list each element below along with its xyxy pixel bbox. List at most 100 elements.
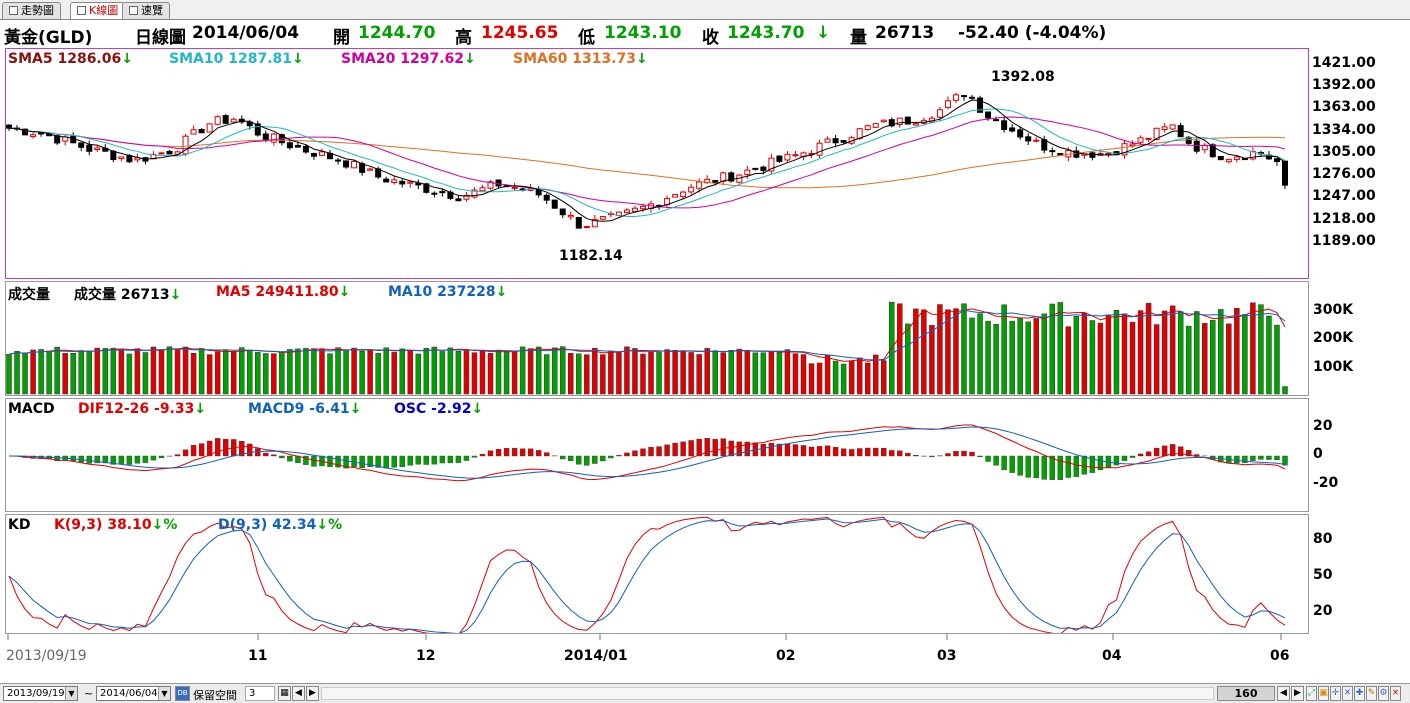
volume-bar <box>1177 311 1184 395</box>
x-label-jun: 06 <box>1270 648 1290 664</box>
volume-bar <box>1161 310 1168 395</box>
tab-intraday[interactable]: 走勢圖 <box>2 2 61 19</box>
count-increase-button[interactable]: ▶ <box>1291 686 1304 701</box>
volume-bar <box>800 354 807 395</box>
database-icon: DB <box>177 689 188 697</box>
pencil-icon: ✎ <box>1367 688 1376 698</box>
start-date-select[interactable]: 2013/09/19 ▼ <box>3 686 78 701</box>
volume-bar <box>343 350 349 395</box>
x-axis-ticks <box>7 634 1282 640</box>
candle-body <box>38 132 45 135</box>
volume-bar <box>1081 312 1088 395</box>
date-range-tilde: ~ <box>84 687 94 700</box>
period-low-label: 1182.14 <box>559 248 623 264</box>
grid-toggle-button[interactable]: ▦ <box>278 686 291 701</box>
settings-button[interactable]: ⚙ <box>1378 686 1389 701</box>
volume-bar <box>1145 302 1152 395</box>
d-label: D(9,3) <box>218 517 268 533</box>
volume-bar <box>303 348 309 395</box>
volume-bar <box>190 352 197 395</box>
d-line <box>8 518 1286 633</box>
volume-bar <box>945 309 951 395</box>
close-value: 1243.70 <box>727 23 805 43</box>
volume-bar <box>696 354 702 395</box>
osc-bar <box>800 445 807 457</box>
kd-tick: 20 <box>1313 603 1333 619</box>
tab-kline[interactable]: K線圖 <box>70 2 126 19</box>
expand-icon: ✚ <box>1355 688 1364 698</box>
arrow-left-icon: ◀ <box>295 688 302 698</box>
candle-body <box>302 145 309 153</box>
crosshair-button[interactable]: ✛ <box>1330 686 1341 701</box>
sma10-line <box>8 108 1286 217</box>
keep-space-input[interactable]: 3 <box>245 686 275 701</box>
volume-bar <box>271 353 277 395</box>
sma5-label: SMA5 <box>8 51 53 67</box>
osc-bar <box>1041 455 1047 480</box>
price-panel[interactable]: SMA5 1286.06↓ SMA10 1287.81↓ SMA20 1297.… <box>5 48 1309 279</box>
volume-bar <box>62 353 68 395</box>
candle-body <box>1073 150 1080 158</box>
draw-tool-button[interactable]: ✎ <box>1366 686 1377 701</box>
volume-bar <box>824 354 831 395</box>
osc-value: -2.92 <box>431 401 472 417</box>
candle-body <box>688 186 695 193</box>
osc-bar <box>1049 455 1055 480</box>
volume-bar <box>1153 324 1160 395</box>
volume-bar <box>1065 326 1072 395</box>
osc-bar <box>110 455 117 465</box>
osc-bar <box>672 442 678 457</box>
kd-panel[interactable]: KD K(9,3) 38.10↓% D(9,3) 42.34↓% <box>5 514 1309 634</box>
osc-bar <box>222 438 229 457</box>
candle-body <box>559 208 566 216</box>
volume-panel[interactable]: 成交量 成交量 26713↓ MA5 249411.80↓ MA10 23722… <box>5 281 1309 396</box>
calendar-button[interactable]: ▣ <box>1318 686 1329 701</box>
volume-bar <box>150 346 157 395</box>
volume-bar <box>198 348 205 395</box>
candle-body <box>1001 120 1008 130</box>
candle-body <box>768 157 775 172</box>
high-label: 高 <box>455 28 472 48</box>
volume-bar <box>864 362 871 395</box>
macd-panel[interactable]: MACD DIF12-26 -9.33↓ MACD9 -6.41↓ OSC -2… <box>5 398 1309 512</box>
candle-body <box>680 191 687 198</box>
dif-arrow-icon: ↓ <box>194 401 207 417</box>
end-date-select[interactable]: 2014/06/04 ▼ <box>96 686 171 701</box>
candle-body <box>776 155 783 162</box>
osc-bar <box>592 455 598 464</box>
volume-tick: 200K <box>1313 330 1354 346</box>
candle-body <box>856 128 863 139</box>
volume-bar <box>311 348 317 395</box>
scroll-right-button[interactable]: ▶ <box>306 686 319 701</box>
zoom-out-button[interactable]: ✕ <box>1342 686 1353 701</box>
volume-bar <box>1113 310 1120 395</box>
volume-bar <box>495 350 502 395</box>
candle-body <box>166 150 173 155</box>
volume-bar <box>584 354 590 395</box>
candle-body <box>872 123 879 128</box>
scroll-left-button[interactable]: ◀ <box>292 686 305 701</box>
candle-body <box>495 179 502 187</box>
close-panel-button[interactable]: × <box>1390 686 1401 701</box>
sma5-value: 1286.06 <box>57 51 122 67</box>
volume-bar <box>1017 317 1023 395</box>
volume-bar <box>14 351 20 395</box>
volume-bar <box>174 348 181 395</box>
candle-body <box>985 111 992 119</box>
data-query-button[interactable]: DB <box>175 686 190 701</box>
triangle-right-icon: ▶ <box>1294 688 1301 698</box>
zoom-fit-button[interactable]: ⤢ <box>1306 686 1317 701</box>
zoom-in-button[interactable]: ✚ <box>1354 686 1365 701</box>
osc-bar <box>383 455 389 469</box>
volume-bar <box>856 357 863 395</box>
tab-overview[interactable]: 速覽 <box>122 2 170 19</box>
horizontal-scrollbar[interactable] <box>321 687 1214 700</box>
k-label: K(9,3) <box>54 517 103 533</box>
x-label-start: 2013/09/19 <box>6 648 87 664</box>
osc-bar <box>367 455 373 468</box>
volume-bar <box>1201 323 1208 395</box>
count-decrease-button[interactable]: ◀ <box>1277 686 1290 701</box>
bar-count-display: 160 <box>1217 686 1275 701</box>
volume-bar <box>230 351 237 395</box>
macd-title: MACD <box>8 401 55 417</box>
